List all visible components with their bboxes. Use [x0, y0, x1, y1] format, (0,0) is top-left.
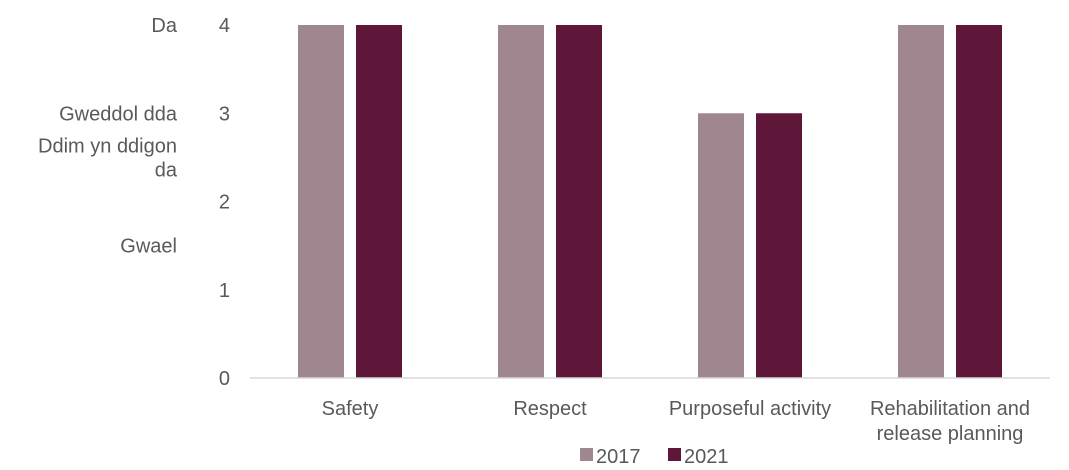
bar-2021 — [556, 25, 602, 378]
x-tick-label: Purposeful activity — [669, 398, 831, 420]
x-axis-labels: Safety Respect Purposeful activity Rehabili… — [322, 398, 1030, 445]
y-axis-ticks: 0 1 2 3 4 — [219, 15, 230, 390]
legend: 2017 2021 — [580, 446, 729, 468]
y-tick-label: 1 — [219, 280, 230, 302]
y-tick-label: 2 — [219, 192, 230, 214]
legend-swatch-2017 — [580, 448, 593, 461]
bar-2017 — [698, 113, 744, 378]
x-tick-label: Respect — [513, 398, 587, 420]
bar-2017 — [498, 25, 544, 378]
rating-label: Ddim yn ddigon da — [38, 135, 178, 181]
bar-2017 — [298, 25, 344, 378]
rating-label: Gweddol dda — [59, 103, 178, 125]
bar-2021 — [956, 25, 1002, 378]
bar-2021 — [356, 25, 402, 378]
y-tick-label: 4 — [219, 15, 230, 37]
y-tick-label: 0 — [219, 368, 230, 390]
legend-label-2021: 2021 — [684, 446, 729, 468]
legend-label-2017: 2017 — [596, 446, 641, 468]
rating-label: Gwael — [120, 236, 177, 258]
y-tick-label: 3 — [219, 103, 230, 125]
bar-2017 — [898, 25, 944, 378]
bars — [298, 25, 1002, 378]
x-tick-label: Safety — [322, 398, 379, 420]
bar-2021 — [756, 113, 802, 378]
x-tick-label: Rehabilitation and release planning — [870, 398, 1030, 445]
legend-swatch-2021 — [668, 448, 681, 461]
rating-labels: Da Gweddol dda Ddim yn ddigon da Gwael — [38, 15, 178, 258]
rating-label: Da — [151, 15, 177, 37]
